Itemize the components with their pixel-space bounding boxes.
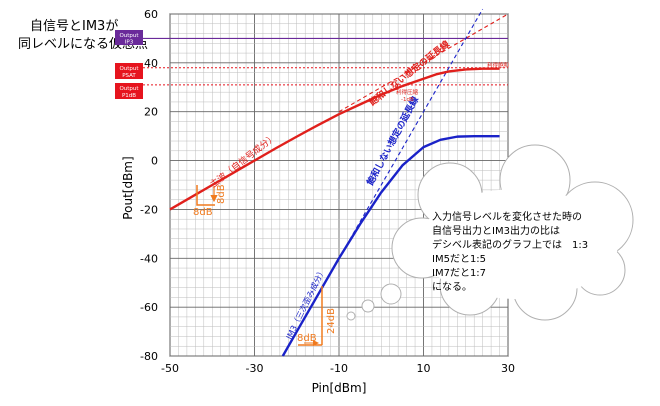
series-lines bbox=[169, 67, 500, 357]
output-p1db-top: Output bbox=[119, 86, 139, 92]
main-wave-line bbox=[169, 67, 500, 211]
callout-line-5: IM7だと1:7 bbox=[432, 267, 486, 279]
x-tick-label: -30 bbox=[246, 362, 264, 375]
callout-line-1: 入力信号レベルを変化させた時の bbox=[432, 210, 582, 223]
y-tick-label: -60 bbox=[140, 301, 158, 314]
y-tick-label: -40 bbox=[140, 252, 158, 265]
callout-line-3: デシベル表記のグラフ上では 1:3 bbox=[432, 238, 588, 251]
step-im3-x-label: 8dB bbox=[297, 333, 317, 344]
x-tick-label: 30 bbox=[501, 362, 515, 375]
output-ip3-bottom: IP3 bbox=[125, 40, 134, 46]
output-ip3-top: Output bbox=[119, 33, 139, 39]
y-tick-label: 20 bbox=[144, 106, 158, 119]
callout-line-6: になる。 bbox=[432, 281, 472, 293]
main-extension-line bbox=[338, 13, 509, 113]
step-im3: 8dB 24dB bbox=[297, 286, 337, 346]
x-axis-label: Pin[dBm] bbox=[312, 381, 367, 395]
output-psat-label: Output PSAT bbox=[115, 63, 143, 79]
step-main: 8dB 8dB bbox=[193, 184, 227, 218]
im3-wave-line bbox=[281, 134, 500, 357]
x-tick-label: 10 bbox=[417, 362, 431, 375]
output-ip3-label: Output IP3 bbox=[115, 30, 143, 46]
step-main-x-label: 8dB bbox=[193, 207, 213, 218]
callout-line-4: IM5だと1:5 bbox=[432, 253, 486, 265]
output-psat-bottom: PSAT bbox=[122, 73, 136, 79]
y-tick-label: -20 bbox=[140, 203, 158, 216]
x-tick-label: -10 bbox=[330, 362, 348, 375]
im3-extension-line bbox=[338, 8, 484, 259]
output-psat-top: Output bbox=[119, 66, 139, 72]
y-tick-label: -80 bbox=[140, 350, 158, 363]
grid bbox=[169, 13, 509, 357]
step-main-y-label: 8dB bbox=[216, 184, 227, 204]
y-tick-label: 60 bbox=[144, 8, 158, 21]
callout-bubble: 入力信号レベルを変化させた時の 自信号出力とIM3出力の比は デシベル表記のグラ… bbox=[346, 144, 634, 321]
y-tick-label: 0 bbox=[151, 155, 158, 168]
p1db-small-label-2: -1dB bbox=[401, 97, 414, 103]
extension-lines bbox=[338, 8, 509, 259]
output-p1db-bottom: P1dB bbox=[122, 93, 136, 99]
output-p1db-label: Output P1dB bbox=[115, 83, 143, 99]
chart-title-line1: 自信号とIM3が bbox=[30, 19, 118, 34]
y-tick-label: 40 bbox=[144, 57, 158, 70]
callout-line-2: 自信号出力とIM3出力の比は bbox=[432, 224, 560, 237]
tick-labels: -50 -30 -10 10 30 -80 -60 -40 -20 0 20 40 60 bbox=[140, 8, 515, 375]
saturation-small-label: 利得飽和 bbox=[487, 61, 509, 69]
step-im3-y-label: 24dB bbox=[326, 308, 337, 334]
y-axis-label: Pout[dBm] bbox=[121, 156, 135, 219]
p1db-small-label-1: 利得圧縮 bbox=[396, 88, 419, 96]
reference-lines bbox=[143, 37, 508, 86]
x-tick-label: -50 bbox=[161, 362, 179, 375]
